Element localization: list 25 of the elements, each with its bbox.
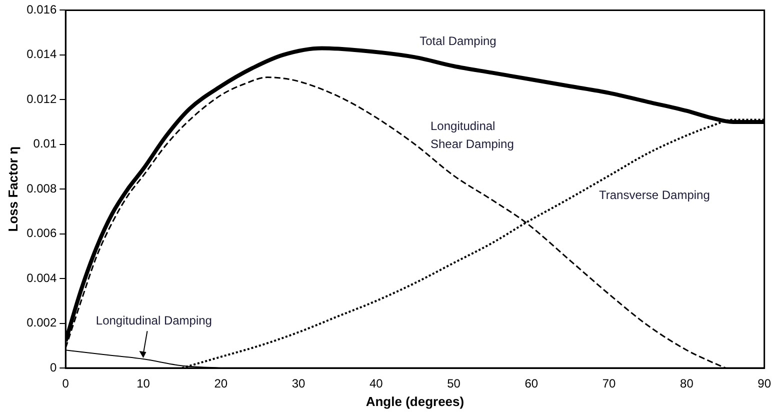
series-label: Longitudinal Shear Damping <box>430 118 514 151</box>
y-tick-label: 0.016 <box>26 2 57 17</box>
x-tick-label: 10 <box>136 376 150 391</box>
series-label: Transverse Damping <box>598 188 710 202</box>
y-tick-label: 0 <box>50 360 57 374</box>
y-tick-label: 0.006 <box>26 226 57 240</box>
x-tick-label: 90 <box>758 376 772 391</box>
x-tick-label: 80 <box>680 376 694 391</box>
x-axis-title: Angle (degrees) <box>366 394 464 409</box>
y-tick-label: 0.01 <box>33 136 57 151</box>
x-tick-label: 70 <box>602 376 616 391</box>
series-label: Total Damping <box>420 34 496 48</box>
x-tick-label: 30 <box>292 376 306 391</box>
y-tick-label: 0.002 <box>26 316 57 330</box>
x-tick-label: 0 <box>62 376 70 391</box>
y-tick-label: 0.012 <box>26 92 57 106</box>
y-axis-title: Loss Factor η <box>5 146 20 232</box>
y-tick-label: 0.004 <box>26 270 57 285</box>
x-tick-label: 20 <box>214 376 228 391</box>
y-tick-label: 0.008 <box>26 181 57 196</box>
x-tick-label: 50 <box>447 376 461 391</box>
x-tick-label: 40 <box>369 376 384 391</box>
x-tick-label: 60 <box>524 376 538 391</box>
text: Longitudinal Damping <box>96 313 212 328</box>
y-tick-label: 0.014 <box>26 47 57 62</box>
